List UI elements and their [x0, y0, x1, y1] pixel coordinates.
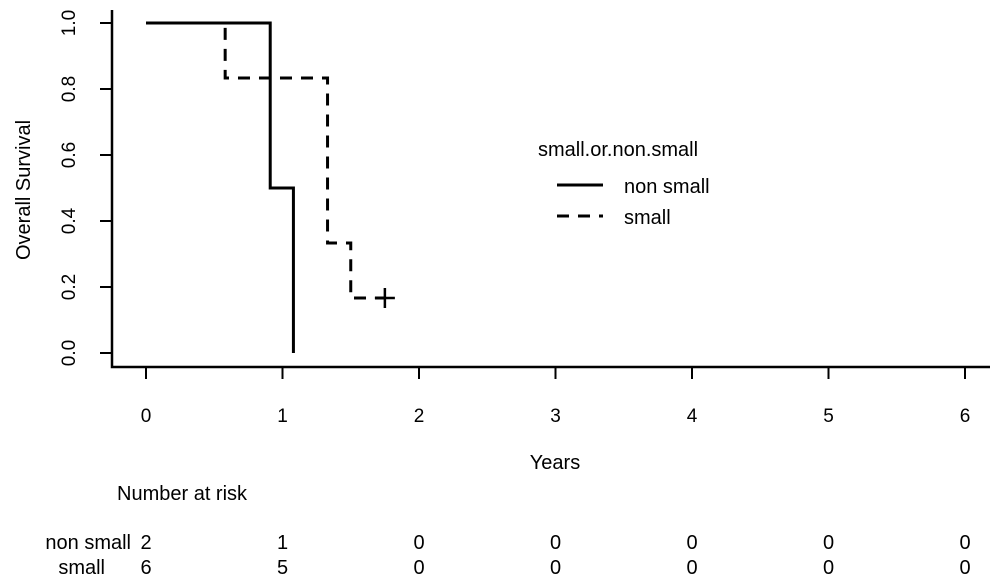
- axis-frame: [110, 10, 990, 369]
- x-tick-label: 2: [414, 406, 425, 427]
- y-tick-label: 0.8: [59, 76, 80, 102]
- risk-count: 0: [550, 557, 561, 579]
- y-axis-title: Overall Survival: [13, 120, 35, 260]
- risk-cells: 2 1 0 0 0 0 0 6 5 0 0 0 0 0: [140, 532, 970, 579]
- km-curve-small: [146, 21, 385, 300]
- risk-count: 0: [823, 532, 834, 554]
- risk-count: 1: [277, 532, 288, 554]
- censor-mark: [374, 287, 395, 308]
- y-tick-label: 1.0: [59, 10, 80, 36]
- x-tick-label: 5: [823, 406, 834, 427]
- y-tick-label: 0.4: [59, 207, 80, 234]
- risk-count: 0: [686, 532, 697, 554]
- risk-table: Number at risk non small small 2 1 0 0 0 0 0 6 5…: [45, 483, 970, 579]
- risk-count: 5: [277, 557, 288, 579]
- risk-count: 2: [140, 532, 151, 554]
- axes: 0 1 2 3 4 5 6 0.0 0.2 0.4 0.6 0.8 1.0: [59, 10, 990, 427]
- x-tick-label: 1: [277, 406, 288, 427]
- risk-row-label-non-small: non small: [45, 532, 131, 554]
- legend-label-small: small: [624, 207, 671, 229]
- y-tick-label: 0.0: [59, 340, 80, 366]
- risk-count: 0: [959, 557, 970, 579]
- risk-count: 6: [140, 557, 151, 579]
- x-tick-label: 0: [141, 406, 152, 427]
- legend: small.or.non.small non small small: [538, 139, 710, 229]
- risk-count: 0: [686, 557, 697, 579]
- risk-count: 0: [413, 557, 424, 579]
- risk-count: 0: [959, 532, 970, 554]
- risk-count: 0: [413, 532, 424, 554]
- y-tick-label: 0.6: [59, 142, 80, 168]
- legend-label-non-small: non small: [624, 176, 710, 198]
- curves: [146, 21, 395, 353]
- x-tick-label: 3: [550, 406, 561, 427]
- legend-title: small.or.non.small: [538, 139, 698, 161]
- x-tick-label: 6: [960, 406, 971, 427]
- x-tick-label: 4: [687, 406, 698, 427]
- km-curve-non-small: [146, 21, 295, 353]
- risk-count: 0: [550, 532, 561, 554]
- risk-table-title: Number at risk: [117, 483, 248, 505]
- y-tick-label: 0.2: [59, 274, 80, 300]
- risk-count: 0: [823, 557, 834, 579]
- risk-row-label-small: small: [58, 557, 105, 579]
- x-axis-title: Years: [530, 452, 580, 474]
